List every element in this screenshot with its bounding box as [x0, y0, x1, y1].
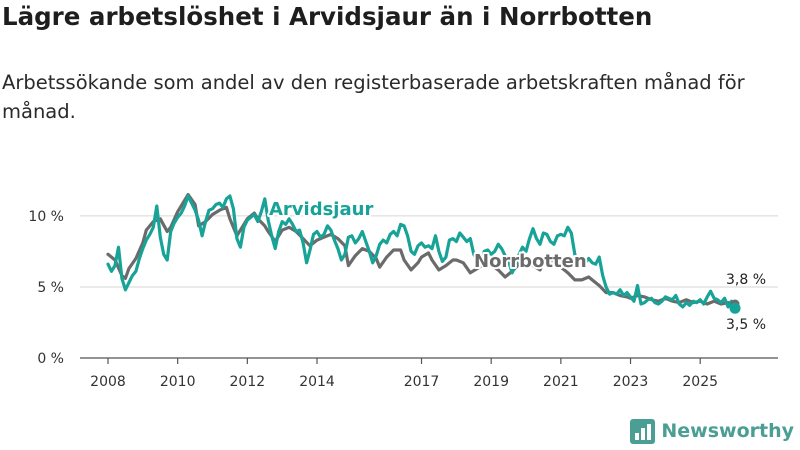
series-line-arvidsjaur	[106, 194, 737, 310]
newsworthy-brand: Newsworthy	[630, 416, 794, 446]
x-tick-label: 2017	[404, 374, 440, 390]
axis-layer: 0 % 5 % 10 % 2008 2010 2012 2014 2017 2019 2021 20…	[28, 209, 778, 390]
chart-subtitle: Arbetssökande som andel av den registerb…	[2, 71, 745, 123]
label-layer: 3,8 % 3,5 % Arvidsjaur Norrbotten	[267, 197, 766, 333]
series-line-norrbotten	[106, 193, 737, 306]
x-tick-label: 2021	[543, 374, 579, 390]
end-label-norrbotten: 3,8 %	[726, 272, 766, 288]
y-tick-label: 5 %	[37, 280, 64, 296]
brand-name: Newsworthy	[661, 420, 794, 442]
x-tick-label: 2025	[682, 374, 718, 390]
series-layer	[106, 193, 741, 314]
x-tick-label: 2008	[90, 374, 126, 390]
x-tick-label: 2019	[473, 374, 509, 390]
y-tick-label: 0 %	[37, 351, 64, 367]
end-label-arvidsjaur: 3,5 %	[726, 317, 766, 333]
series-label-norrbotten: Norrbotten	[474, 251, 587, 272]
x-tick-label: 2023	[613, 374, 649, 390]
chart-title: Lägre arbetslöshet i Arvidsjaur än i Nor…	[2, 2, 653, 31]
x-tick-label: 2010	[160, 374, 196, 390]
end-marker-arvidsjaur	[729, 302, 741, 314]
y-tick-label: 10 %	[28, 209, 64, 225]
series-label-arvidsjaur: Arvidsjaur	[269, 199, 373, 220]
x-tick-label: 2014	[299, 374, 335, 390]
x-tick-label: 2012	[230, 374, 266, 390]
newsworthy-logo-icon	[630, 418, 656, 444]
